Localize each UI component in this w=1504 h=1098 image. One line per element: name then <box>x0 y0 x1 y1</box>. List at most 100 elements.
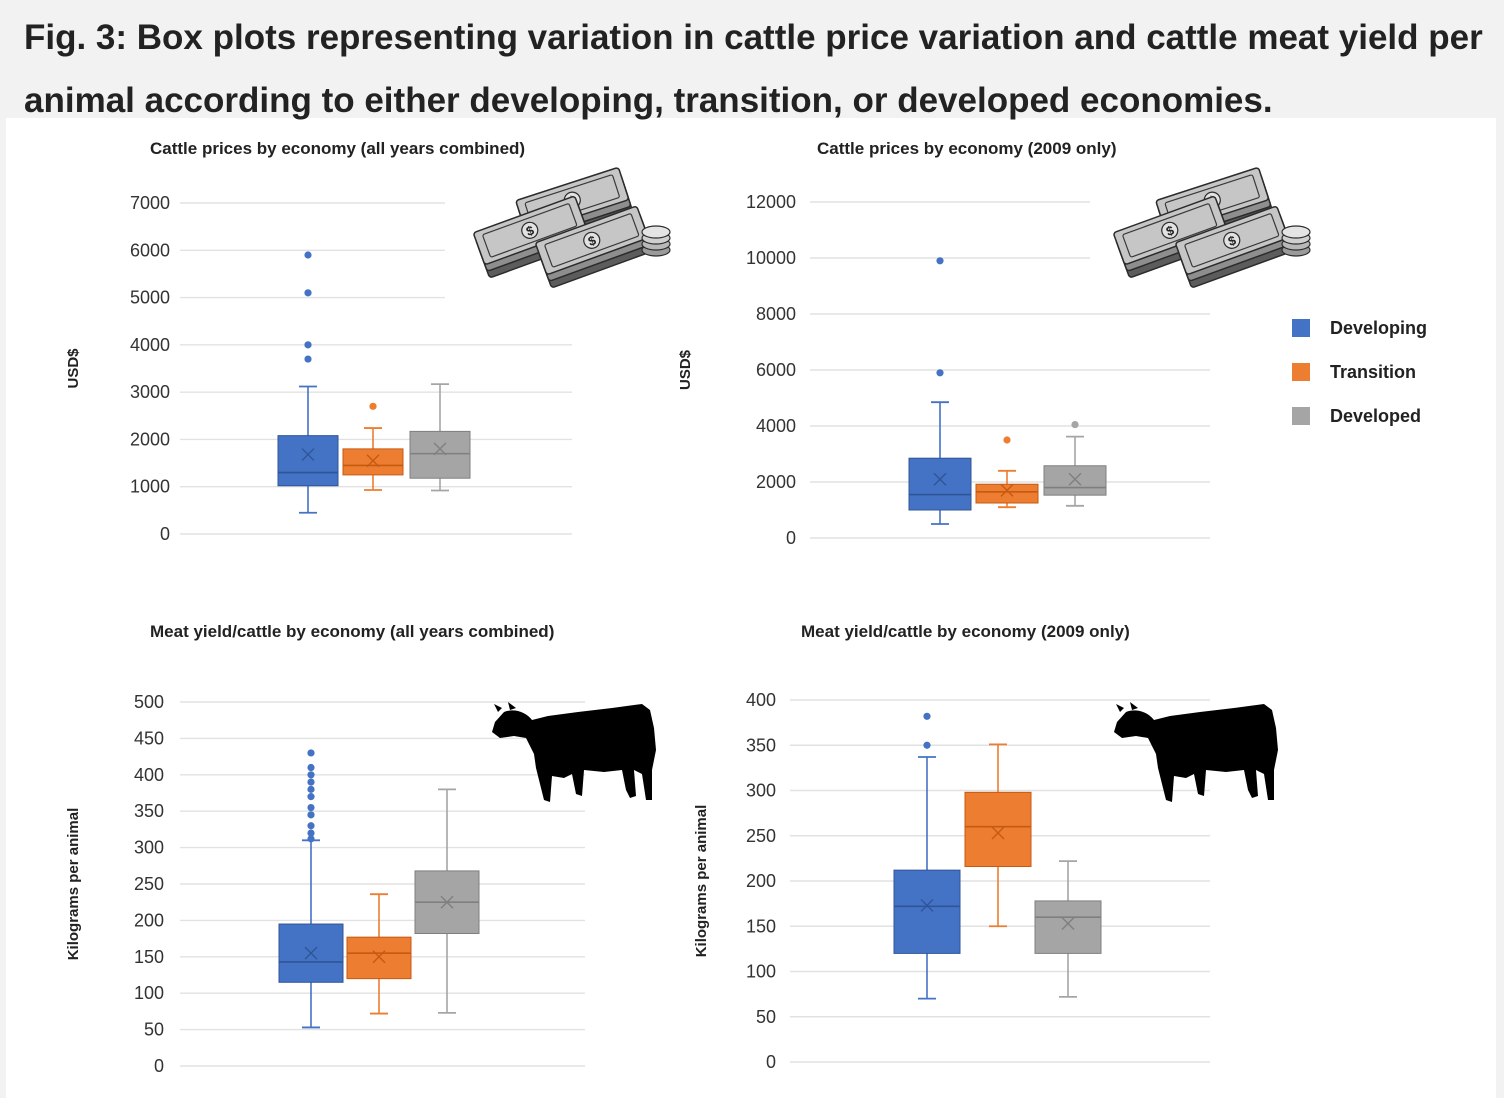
box-iqr <box>893 869 961 954</box>
legend: Developing Transition Developed <box>1292 306 1427 438</box>
box-iqr <box>277 435 339 487</box>
y-axis-label: USD$ <box>677 349 694 390</box>
outlier-point <box>307 749 315 757</box>
mean-marker <box>991 826 1005 840</box>
y-tick-label: 300 <box>746 781 776 801</box>
y-tick-label: 0 <box>766 1052 776 1072</box>
outlier-point <box>307 829 315 837</box>
legend-swatch-developed <box>1292 407 1310 425</box>
box-plot-panel-2: Cattle prices by economy (2009 only) 0 200… <box>677 139 1210 548</box>
y-tick-label: 400 <box>746 690 776 710</box>
box-developed <box>1034 860 1102 998</box>
y-tick-label: 350 <box>134 801 164 821</box>
outlier-point <box>307 771 315 779</box>
mean-marker <box>920 898 934 912</box>
mean-marker <box>433 442 447 456</box>
box-plot-panel-4: Meat yield/cattle by economy (2009 only)… <box>693 622 1210 1072</box>
y-tick-label: 200 <box>134 910 164 930</box>
y-tick-label: 4000 <box>756 416 796 436</box>
y-tick-label: 8000 <box>756 304 796 324</box>
outlier-point <box>307 778 315 786</box>
y-tick-label: 12000 <box>746 192 796 212</box>
y-tick-label: 7000 <box>130 193 170 213</box>
chart-title: Meat yield/cattle by economy (2009 only) <box>801 622 1130 641</box>
outlier-point <box>304 341 312 349</box>
box-plot-panel-1: Cattle prices by economy (all years comb… <box>65 139 572 544</box>
y-tick-label: 0 <box>160 524 170 544</box>
y-tick-label: 100 <box>134 983 164 1003</box>
box-iqr <box>1043 465 1107 496</box>
y-tick-label: 300 <box>134 838 164 858</box>
mean-marker <box>1068 472 1082 486</box>
legend-swatch-developing <box>1292 319 1310 337</box>
box-transition <box>346 893 412 1015</box>
cow-silhouette-icon <box>492 702 656 802</box>
legend-swatch-transition <box>1292 363 1310 381</box>
coin-stack <box>1281 225 1311 257</box>
box-developed <box>414 788 480 1014</box>
box-transition <box>975 436 1039 509</box>
outlier-point <box>307 822 315 830</box>
outlier-point <box>936 257 944 265</box>
outlier-point <box>307 785 315 793</box>
mean-marker <box>366 454 380 468</box>
outlier-point <box>307 835 315 843</box>
mean-marker <box>933 472 947 486</box>
y-axis-label: Kilograms per animal <box>65 808 82 961</box>
box-transition <box>964 743 1032 928</box>
outlier-point <box>304 289 312 297</box>
y-tick-label: 2000 <box>756 472 796 492</box>
y-tick-label: 500 <box>134 692 164 712</box>
money-stack-icon <box>1112 166 1311 289</box>
chart-title: Meat yield/cattle by economy (all years … <box>150 622 554 641</box>
box-iqr <box>964 791 1032 868</box>
chart-title: Cattle prices by economy (2009 only) <box>817 139 1117 158</box>
box-developing <box>278 749 344 1029</box>
box-transition <box>342 402 404 491</box>
y-axis-label: Kilograms per animal <box>693 805 710 958</box>
y-tick-label: 400 <box>134 765 164 785</box>
y-tick-label: 50 <box>756 1007 776 1027</box>
y-tick-label: 3000 <box>130 382 170 402</box>
y-axis-label: USD$ <box>65 348 82 389</box>
legend-item-transition: Transition <box>1292 350 1427 394</box>
box-plot-panel-3: Meat yield/cattle by economy (all years … <box>65 622 585 1076</box>
cow-shape <box>1114 702 1278 802</box>
y-tick-label: 10000 <box>746 248 796 268</box>
y-tick-label: 350 <box>746 735 776 755</box>
outlier-point <box>1003 436 1011 444</box>
outlier-point <box>304 251 312 259</box>
y-tick-label: 100 <box>746 962 776 982</box>
figure-card <box>6 118 1496 1098</box>
mean-marker <box>301 448 315 462</box>
outlier-point <box>923 741 931 749</box>
box-developing <box>277 251 339 514</box>
chart-title: Cattle prices by economy (all years comb… <box>150 139 525 158</box>
outlier-point <box>923 712 931 720</box>
box-iqr <box>409 430 471 479</box>
mean-marker <box>304 946 318 960</box>
box-developed <box>1043 421 1107 507</box>
y-tick-label: 4000 <box>130 335 170 355</box>
box-developing <box>908 257 972 525</box>
outlier-point <box>307 793 315 801</box>
y-tick-label: 0 <box>154 1056 164 1076</box>
y-tick-label: 6000 <box>756 360 796 380</box>
outlier-point <box>304 355 312 363</box>
outlier-point <box>307 811 315 819</box>
box-iqr <box>1034 900 1102 954</box>
legend-label: Developed <box>1330 405 1422 426</box>
legend-item-developed: Developed <box>1292 394 1427 438</box>
y-tick-label: 6000 <box>130 240 170 260</box>
y-tick-label: 5000 <box>130 288 170 308</box>
y-tick-label: 200 <box>746 871 776 891</box>
outlier-point <box>307 763 315 772</box>
outlier-point <box>936 369 944 377</box>
y-tick-label: 2000 <box>130 429 170 449</box>
y-tick-label: 1000 <box>130 477 170 497</box>
y-tick-label: 150 <box>746 916 776 936</box>
y-tick-label: 50 <box>144 1020 164 1040</box>
y-tick-label: 0 <box>786 528 796 548</box>
cow-silhouette-icon <box>1114 702 1278 802</box>
